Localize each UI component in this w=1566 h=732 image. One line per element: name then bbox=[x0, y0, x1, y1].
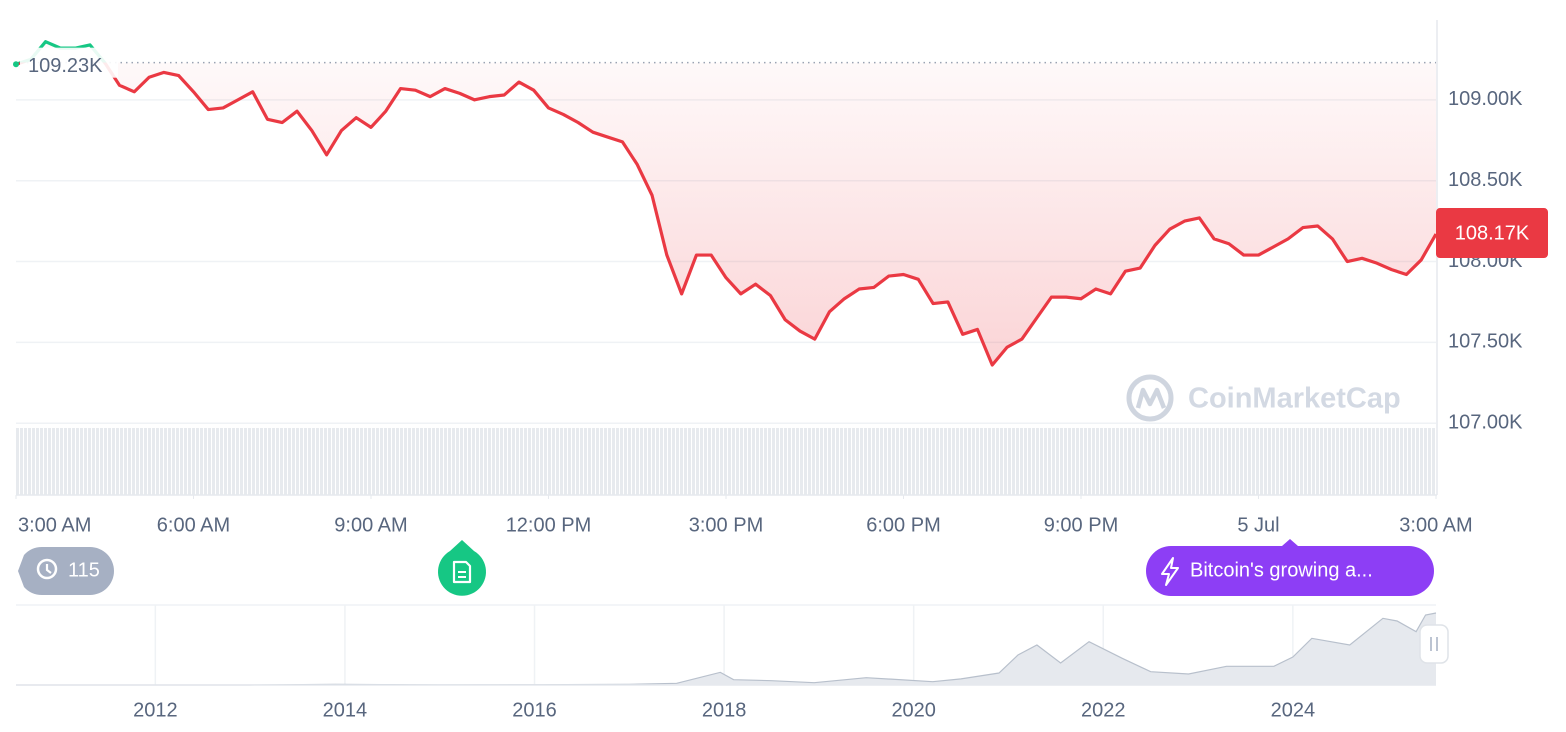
y-tick-label: 107.50K bbox=[1448, 331, 1523, 353]
x-tick-label: 9:00 PM bbox=[1044, 514, 1118, 536]
x-tick-label: 2022 bbox=[1081, 699, 1126, 721]
x-tick-label: 5 Jul bbox=[1237, 514, 1279, 536]
history-count: 115 bbox=[68, 559, 100, 581]
reference-label-bg bbox=[20, 47, 118, 78]
x-tick-label: 3:00 PM bbox=[689, 514, 763, 536]
last-price-label: 108.17K bbox=[1455, 222, 1530, 244]
x-tick-label: 12:00 PM bbox=[506, 514, 592, 536]
x-tick-label: 2018 bbox=[702, 699, 747, 721]
x-tick-label: 2020 bbox=[891, 699, 936, 721]
x-tick-label: 6:00 AM bbox=[157, 514, 230, 536]
watermark: CoinMarketCap bbox=[1126, 374, 1401, 422]
x-tick-label: 3:00 AM bbox=[18, 514, 91, 536]
start-dot bbox=[13, 61, 19, 68]
last-price-badge bbox=[1436, 208, 1548, 259]
x-tick-label: 3:00 AM bbox=[1399, 514, 1472, 536]
x-tick-label: 2016 bbox=[512, 699, 557, 721]
watermark-text: CoinMarketCap bbox=[1188, 383, 1401, 415]
document-badge[interactable] bbox=[438, 540, 486, 596]
x-tick-label: 6:00 PM bbox=[866, 514, 940, 536]
area-fill bbox=[16, 613, 1436, 685]
x-tick-label: 9:00 AM bbox=[334, 514, 407, 536]
volume-area bbox=[16, 428, 1436, 495]
news-text: Bitcoin's growing a... bbox=[1190, 559, 1373, 581]
y-tick-label: 109.00K bbox=[1448, 88, 1523, 110]
x-tick-label: 2012 bbox=[133, 699, 178, 721]
y-tick-label: 107.00K bbox=[1448, 411, 1523, 433]
price-line bbox=[15, 40, 1438, 367]
reference-label: 109.23K bbox=[28, 55, 103, 77]
x-tick-label: 2024 bbox=[1271, 699, 1316, 721]
y-tick-label: 108.50K bbox=[1448, 169, 1523, 191]
history-badge[interactable]: 115 bbox=[18, 546, 114, 596]
navigator-handle[interactable] bbox=[1419, 624, 1449, 664]
x-tick-label: 2014 bbox=[323, 699, 368, 721]
news-badge[interactable]: Bitcoin's growing a... bbox=[1146, 539, 1434, 596]
area-fill bbox=[16, 41, 1436, 366]
